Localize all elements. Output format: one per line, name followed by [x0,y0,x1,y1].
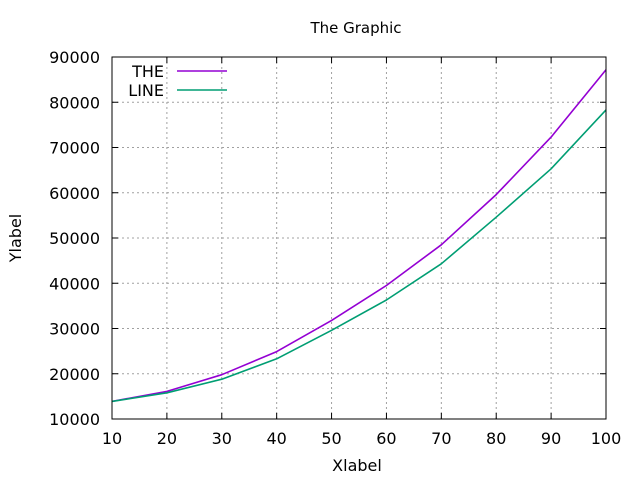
x-tick-labels: 10 20 30 40 50 60 70 80 90 100 [102,429,621,448]
y-tick-label: 60000 [49,184,100,203]
series-line-the [111,69,607,403]
axis-ticks [111,56,607,420]
grid-lines [112,57,606,419]
x-tick-label: 90 [541,429,561,448]
legend-label: LINE [128,81,164,100]
x-tick-label: 20 [157,429,177,448]
x-tick-label: 50 [321,429,341,448]
y-tick-label: 10000 [49,410,100,429]
x-tick-label: 80 [486,429,506,448]
y-tick-label: 50000 [49,229,100,248]
x-tick-label: 70 [431,429,451,448]
x-tick-label: 40 [266,429,286,448]
x-tick-label: 60 [376,429,396,448]
y-tick-label: 20000 [49,365,100,384]
x-axis-title: Xlabel [332,456,382,475]
x-tick-label: 100 [591,429,622,448]
y-tick-label: 40000 [49,274,100,293]
y-tick-labels: 10000 20000 30000 40000 50000 60000 70000 80000… [49,48,100,429]
legend-label: THE [131,62,164,81]
series-lines [111,69,607,403]
x-tick-label: 10 [102,429,122,448]
x-tick-label: 30 [212,429,232,448]
y-tick-label: 70000 [49,139,100,158]
chart-title: The Graphic [309,19,401,37]
y-axis-title: Ylabel [6,214,25,263]
y-tick-label: 30000 [49,320,100,339]
y-tick-label: 80000 [49,93,100,112]
series-line-line [111,109,607,403]
y-tick-label: 90000 [49,48,100,67]
